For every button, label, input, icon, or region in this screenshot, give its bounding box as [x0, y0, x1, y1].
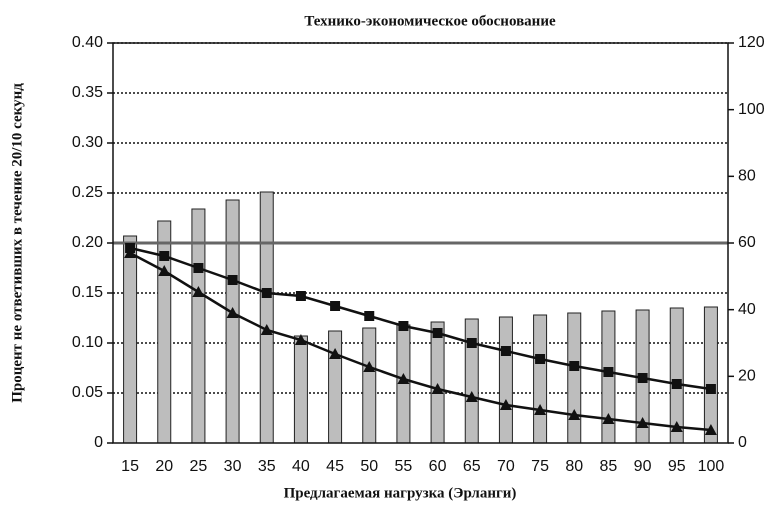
- marker-triangle: [124, 247, 137, 258]
- bar: [703, 306, 718, 444]
- x-tick-label: 15: [121, 458, 139, 475]
- x-tick-label: 45: [326, 458, 344, 475]
- y2-tick-label: 20: [738, 368, 756, 385]
- x-tick-label: 60: [429, 458, 447, 475]
- marker-triangle: [670, 421, 683, 432]
- bar: [293, 335, 308, 444]
- marker-square: [569, 361, 580, 371]
- y2-tick-label: 60: [738, 234, 756, 251]
- y-tick-label: 0.15: [72, 284, 103, 301]
- y-tick-label: 0.20: [72, 234, 103, 251]
- marker-triangle: [465, 391, 478, 402]
- y2-tick-label: 100: [738, 101, 765, 118]
- marker-square: [261, 288, 272, 298]
- marker-triangle: [636, 417, 649, 428]
- marker-square: [295, 291, 306, 301]
- marker-triangle: [363, 361, 376, 372]
- marker-square: [466, 338, 477, 348]
- y2-tick-label: 40: [738, 301, 756, 318]
- line: [129, 246, 712, 391]
- plot-frame: [112, 42, 729, 444]
- marker-triangle: [397, 373, 410, 384]
- marker-triangle: [294, 334, 307, 345]
- x-tick-label: 100: [698, 458, 725, 475]
- bar: [567, 312, 582, 444]
- marker-triangle: [568, 409, 581, 420]
- marker-triangle: [260, 324, 273, 335]
- marker-square: [535, 354, 546, 364]
- marker-square: [432, 328, 443, 338]
- bar: [498, 316, 513, 444]
- y-tick-label: 0: [94, 434, 103, 451]
- bar: [430, 321, 445, 444]
- x-tick-label: 80: [565, 458, 583, 475]
- y2-tick-label: 0: [738, 434, 747, 451]
- line: [129, 251, 712, 432]
- y-tick-label: 0.40: [72, 34, 103, 51]
- x-tick-label: 25: [190, 458, 208, 475]
- marker-square: [330, 301, 341, 311]
- marker-square: [398, 321, 409, 331]
- chart-title: Технико-экономическое обоснование: [304, 13, 556, 29]
- x-tick-label: 95: [668, 458, 686, 475]
- y-tick-label: 0.10: [72, 334, 103, 351]
- marker-triangle: [192, 286, 205, 297]
- x-tick-label: 85: [600, 458, 618, 475]
- y2-tick-label: 120: [738, 34, 765, 51]
- bar: [464, 318, 479, 444]
- marker-square: [705, 384, 716, 394]
- bar: [259, 191, 274, 444]
- marker-square: [637, 373, 648, 383]
- x-tick-label: 50: [360, 458, 378, 475]
- marker-triangle: [602, 413, 615, 424]
- x-tick-label: 20: [155, 458, 173, 475]
- y2-tick-label: 80: [738, 168, 756, 185]
- y-tick-label: 0.25: [72, 184, 103, 201]
- marker-square: [603, 367, 614, 377]
- marker-triangle: [329, 348, 342, 359]
- bar: [362, 327, 377, 444]
- x-tick-label: 40: [292, 458, 310, 475]
- x-axis-label: Предлагаемая нагрузка (Эрланги): [284, 485, 517, 501]
- x-tick-label: 55: [395, 458, 413, 475]
- x-tick-label: 75: [531, 458, 549, 475]
- bar: [533, 314, 548, 444]
- x-tick-label: 90: [634, 458, 652, 475]
- y-tick-label: 0.05: [72, 384, 103, 401]
- marker-square: [364, 311, 375, 321]
- y-tick-label: 0.30: [72, 134, 103, 151]
- marker-square: [193, 263, 204, 273]
- bar: [225, 199, 240, 444]
- marker-triangle: [704, 424, 717, 435]
- y-axis-label: Процент не ответивших в течение 20/10 се…: [9, 83, 25, 403]
- marker-square: [227, 275, 238, 285]
- marker-square: [500, 346, 511, 356]
- bar: [123, 235, 138, 444]
- marker-triangle: [534, 404, 547, 415]
- y-tick-label: 0.35: [72, 84, 103, 101]
- marker-triangle: [499, 399, 512, 410]
- x-tick-label: 30: [224, 458, 242, 475]
- marker-square: [159, 251, 170, 261]
- x-tick-label: 35: [258, 458, 276, 475]
- marker-triangle: [431, 383, 444, 394]
- x-tick-label: 65: [463, 458, 481, 475]
- marker-triangle: [158, 265, 171, 276]
- bar: [328, 330, 343, 444]
- marker-triangle: [226, 307, 239, 318]
- marker-square: [671, 379, 682, 389]
- x-tick-label: 70: [497, 458, 515, 475]
